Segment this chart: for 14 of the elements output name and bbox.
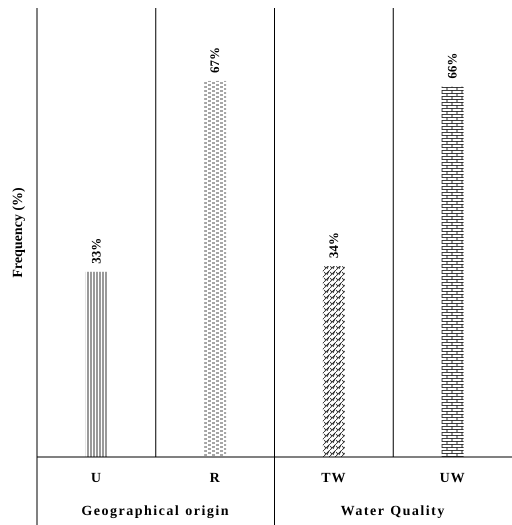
x-tick-label: R: [210, 471, 221, 486]
text: Water Quality: [340, 504, 446, 519]
bar: [322, 266, 345, 457]
y-axis-title: Frequency (%): [11, 186, 26, 278]
x-tick-label: U: [90, 471, 102, 486]
text: Geographical origin: [81, 504, 230, 519]
x-tick-label: TW: [321, 471, 347, 486]
data-label: 33%: [88, 238, 104, 264]
bar: [442, 86, 464, 457]
data-label: 66%: [444, 52, 460, 79]
bar: [85, 272, 108, 457]
data-label: 34%: [326, 232, 341, 258]
x-tick-label: UW: [440, 471, 466, 486]
data-label: 67%: [207, 46, 222, 73]
